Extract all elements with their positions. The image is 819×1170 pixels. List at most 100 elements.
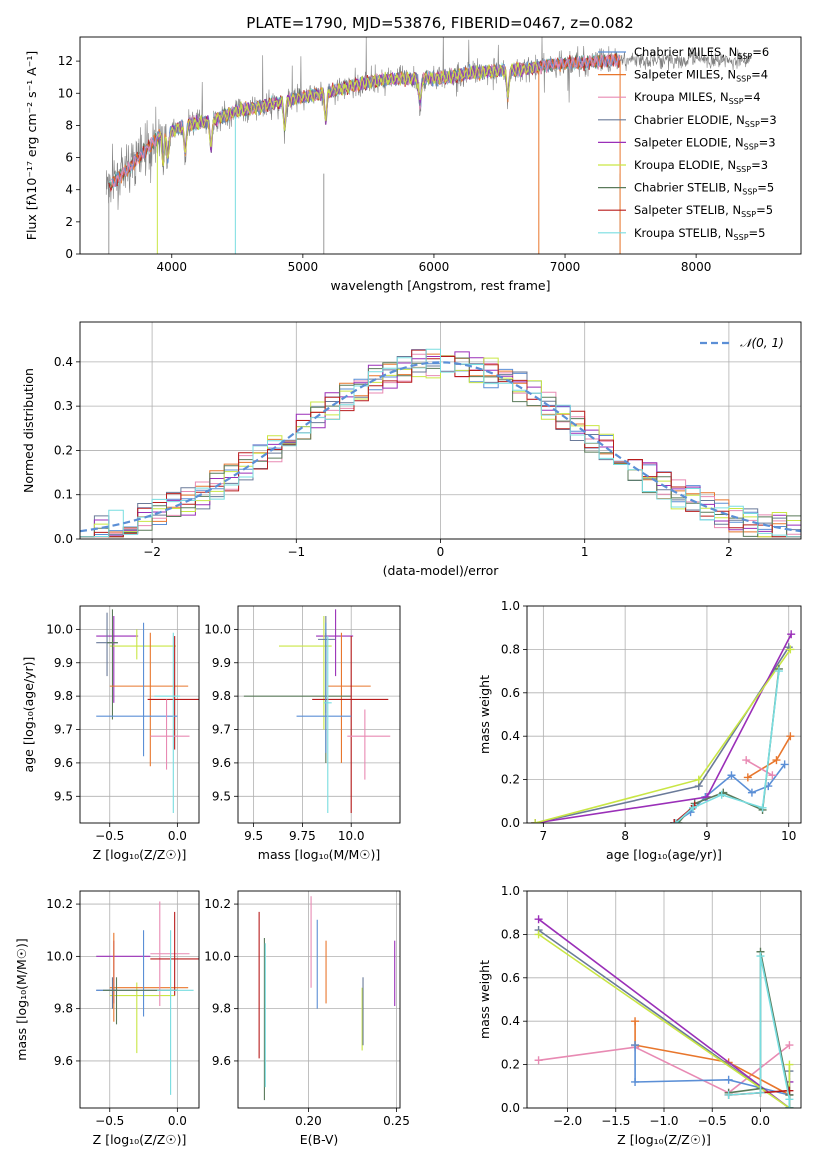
y-axis-label: Normed distribution <box>21 368 36 493</box>
y-tick-label: 9.8 <box>212 1002 231 1016</box>
model-line-kroupa-stelib <box>108 54 621 189</box>
point-marker-kroupa-stelib <box>785 1104 794 1108</box>
x-tick-label: 10.0 <box>338 829 365 843</box>
point-marker-kroupa-stelib <box>756 1088 765 1097</box>
point-marker-salpeter-miles <box>786 732 795 741</box>
legend-entry: Kroupa STELIB, NSSP=5 <box>634 226 766 242</box>
point-marker-kroupa-stelib <box>689 803 698 812</box>
plot-area <box>96 901 199 1095</box>
series-line-kroupa-miles <box>745 759 773 776</box>
plot-area <box>534 915 794 1108</box>
y-tick-label: 1.0 <box>501 599 520 613</box>
y-tick-label: 9.6 <box>54 1054 73 1068</box>
y-tick-label: 0.0 <box>54 532 73 546</box>
x-tick-label: 1 <box>581 545 589 559</box>
point-marker-kroupa-stelib <box>758 803 767 812</box>
point-marker-salpeter-elodie <box>787 630 796 639</box>
y-tick-label: 9.7 <box>212 723 231 737</box>
x-tick-label: 0.0 <box>168 1114 187 1128</box>
y-tick-label: 0.8 <box>501 927 520 941</box>
x-axis-label: Z [log₁₀(Z/Z☉)] <box>617 1132 711 1147</box>
x-tick-label: 7000 <box>550 260 581 274</box>
x-tick-label: 0.0 <box>168 829 187 843</box>
legend-entry: Salpeter STELIB, NSSP=5 <box>634 203 773 219</box>
point-marker-chabrier-miles <box>727 771 736 780</box>
y-tick-label: 0.2 <box>501 1058 520 1072</box>
y-tick-label: 4 <box>65 183 73 197</box>
y-tick-label: 10.0 <box>46 949 73 963</box>
x-tick-label: 0.20 <box>295 1114 322 1128</box>
y-tick-label: 10.2 <box>204 897 231 911</box>
point-marker-kroupa-elodie <box>534 930 543 939</box>
axes-frame <box>237 890 401 1109</box>
x-tick-label: −1.5 <box>601 1114 630 1128</box>
y-tick-label: 0.4 <box>501 729 520 743</box>
y-tick-label: 0 <box>65 247 73 261</box>
series-line-salpeter-miles <box>634 1021 790 1096</box>
point-marker-salpeter-miles <box>743 773 752 782</box>
y-tick-label: 10.2 <box>46 897 73 911</box>
y-tick-label: 0.6 <box>501 971 520 985</box>
y-tick-label: 9.6 <box>212 756 231 770</box>
y-tick-label: 9.6 <box>212 1054 231 1068</box>
x-tick-label: −0.5 <box>95 829 124 843</box>
y-axis-label: age [log₁₀(age/yr)] <box>21 657 36 773</box>
figure-title: PLATE=1790, MJD=53876, FIBERID=0467, z=0… <box>246 14 633 32</box>
y-tick-label: 10.0 <box>204 949 231 963</box>
y-tick-label: 8 <box>65 118 73 132</box>
panel-mass_vs_Z: −0.5 0.0 9.6 9.8 10.0 10.2 Z [log₁₀(Z/Z☉)] mass… <box>14 890 200 1147</box>
point-marker-chabrier-miles <box>780 760 789 769</box>
y-tick-label: 0.0 <box>501 1101 520 1115</box>
y-tick-label: 9.8 <box>54 1002 73 1016</box>
point-marker-chabrier-miles <box>631 1077 640 1086</box>
plot-area <box>258 896 396 1101</box>
point-marker-chabrier-miles <box>747 788 756 797</box>
axes-frame <box>79 36 802 255</box>
y-axis-label: mass weight <box>477 960 492 1039</box>
point-marker-kroupa-stelib <box>724 1090 733 1099</box>
y-tick-label: 9.8 <box>212 689 231 703</box>
x-tick-label: 7 <box>540 829 548 843</box>
x-tick-label: −0.5 <box>95 1114 124 1128</box>
x-tick-label: 0.0 <box>751 1114 770 1128</box>
point-marker-kroupa-elodie <box>694 775 703 784</box>
y-tick-label: 0.1 <box>54 488 73 502</box>
point-marker-chabrier-miles <box>631 1041 640 1050</box>
x-tick-label: −2 <box>143 545 161 559</box>
panel-age_vs_mass: 9.5 9.75 10.0 9.5 9.6 9.7 9.8 9.9 10.0 mass [log₁… <box>204 605 401 862</box>
point-marker-kroupa-elodie <box>785 1060 794 1069</box>
x-tick-label: 5000 <box>288 260 319 274</box>
y-tick-label: 9.5 <box>212 789 231 803</box>
x-tick-label: 4000 <box>156 260 187 274</box>
x-tick-label: 2 <box>725 545 733 559</box>
x-tick-label: 10 <box>781 829 796 843</box>
y-tick-label: 9.5 <box>54 789 73 803</box>
point-marker-kroupa-stelib <box>774 667 783 676</box>
normal-curve-line <box>80 361 801 533</box>
legend-entry: Salpeter ELODIE, NSSP=3 <box>634 135 776 151</box>
x-tick-label: 9 <box>703 829 711 843</box>
y-tick-label: 10 <box>58 86 73 100</box>
y-axis-label: mass weight <box>477 675 492 754</box>
panel-spectrum: 4000 5000 6000 7000 8000 0 2 4 6 8 10 12 wavelength … <box>24 36 802 293</box>
legend-entry: Chabrier ELODIE, NSSP=3 <box>634 113 777 129</box>
plot-area <box>531 630 796 823</box>
x-axis-label: age [log₁₀(age/yr)] <box>606 847 722 862</box>
y-tick-label: 0.2 <box>501 773 520 787</box>
point-marker-kroupa-elodie <box>786 645 795 654</box>
point-marker-kroupa-miles <box>742 756 751 765</box>
y-tick-label: 12 <box>58 54 73 68</box>
legend-entry: Salpeter MILES, NSSP=4 <box>634 68 768 84</box>
y-tick-label: 10.0 <box>204 622 231 636</box>
series-line-chabrier-elodie <box>535 646 790 823</box>
x-tick-label: 9.5 <box>244 829 263 843</box>
legend-entry: Kroupa MILES, NSSP=4 <box>634 90 761 106</box>
y-tick-label: 9.9 <box>212 656 231 670</box>
axes-frame <box>526 605 802 824</box>
point-marker-chabrier-miles <box>724 1075 733 1084</box>
x-tick-label: 6000 <box>419 260 450 274</box>
y-tick-label: 6 <box>65 151 73 165</box>
series-line-kroupa-miles <box>538 1044 790 1094</box>
panel-mass_vs_EBV: 0.20 0.25 9.6 9.8 10.0 10.2 E(B-V) <box>204 890 410 1147</box>
